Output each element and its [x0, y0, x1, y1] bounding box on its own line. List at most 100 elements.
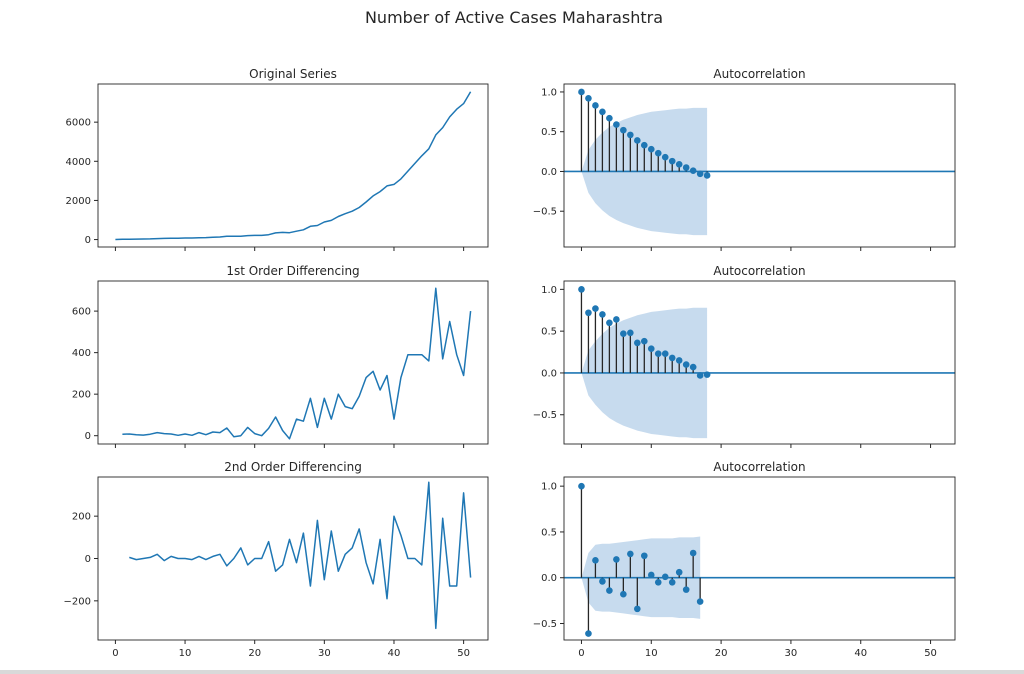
- acf-marker: [592, 102, 599, 109]
- y-tick-label: 600: [72, 307, 91, 318]
- plot-area: [564, 482, 955, 637]
- acf-marker: [640, 337, 648, 345]
- acf-marker: [585, 630, 592, 637]
- plot-area: [129, 481, 472, 630]
- acf-marker: [689, 363, 697, 371]
- acf-marker: [592, 305, 599, 312]
- y-tick-label: 200: [72, 512, 91, 523]
- acf-marker: [613, 121, 620, 128]
- x-tick-label: 40: [854, 648, 867, 659]
- acf-marker: [578, 286, 585, 293]
- y-tick-label: 0: [85, 431, 91, 442]
- acf-marker: [696, 372, 704, 379]
- axes-frame: [563, 83, 956, 248]
- y-tick-label: 0.0: [541, 368, 557, 379]
- y-tick-label: 0: [85, 554, 91, 565]
- acf-marker: [682, 164, 690, 171]
- acf-marker: [599, 108, 606, 116]
- plot-area: [122, 287, 472, 440]
- x-tick-label: 50: [457, 648, 470, 659]
- acf-marker: [599, 311, 606, 318]
- series-line: [129, 481, 472, 630]
- window-bottom-edge: [0, 670, 1024, 674]
- acf-marker: [627, 131, 634, 139]
- y-tick-label: 0.5: [541, 327, 557, 338]
- acf-marker: [606, 587, 613, 594]
- acf-marker: [627, 329, 634, 337]
- acf-marker: [592, 557, 599, 564]
- subplot-original: Original Series 0 2000 4000 6000: [66, 67, 489, 251]
- y-tick-label: 1.0: [541, 285, 557, 296]
- axes-frame: [563, 280, 956, 445]
- y-tick-label: 4000: [66, 157, 91, 168]
- acf-marker: [654, 350, 662, 358]
- y-tick-label: 0.0: [541, 573, 557, 584]
- acf-marker: [620, 330, 627, 337]
- acf-marker: [696, 598, 704, 605]
- x-tick-label: 30: [318, 648, 331, 659]
- acf-marker: [606, 114, 613, 122]
- acf-marker: [606, 319, 613, 327]
- acf-marker: [675, 568, 683, 576]
- plot-area: [564, 88, 955, 236]
- subplot-second-diff: 2nd Order Differencing −200 0 200 0 10 20 30 40 5…: [64, 460, 489, 659]
- acf-marker: [703, 371, 711, 378]
- acf-marker: [634, 605, 641, 613]
- acf-marker: [654, 149, 662, 157]
- acf-marker: [647, 571, 655, 579]
- acf-marker: [634, 339, 641, 347]
- series-line: [115, 91, 472, 241]
- subplot-title: 2nd Order Differencing: [224, 460, 362, 474]
- y-tick-label: −0.5: [533, 410, 557, 421]
- x-tick-label: 50: [924, 648, 937, 659]
- y-tick-label: 400: [72, 348, 91, 359]
- acf-marker: [620, 126, 627, 134]
- acf-marker: [634, 137, 641, 144]
- axes-frame: [97, 476, 489, 641]
- axes-frame: [97, 280, 489, 445]
- x-tick-label: 40: [388, 648, 401, 659]
- y-tick-label: −200: [64, 596, 91, 607]
- y-tick-label: 1.0: [541, 482, 557, 493]
- plot-area: [564, 286, 955, 439]
- acf-marker: [682, 361, 690, 368]
- plot-area: [115, 91, 472, 241]
- x-tick-label: 0: [578, 648, 584, 659]
- acf-marker: [682, 586, 690, 593]
- subplot-acf-first-diff: Autocorrelation −0.5 0.0 0.5 1.0: [533, 264, 956, 448]
- y-tick-label: −0.5: [533, 619, 557, 630]
- acf-marker: [696, 170, 704, 178]
- figure-title: Number of Active Cases Maharashtra: [365, 8, 663, 27]
- subplot-acf-original: Autocorrelation −0.5 0.0 0.5 1.0: [533, 67, 956, 251]
- series-line: [122, 287, 472, 440]
- acf-marker: [654, 579, 662, 586]
- y-tick-label: 2000: [66, 196, 91, 207]
- acf-marker: [613, 316, 620, 323]
- acf-marker: [668, 579, 676, 586]
- acf-marker: [661, 573, 669, 581]
- subplot-first-diff: 1st Order Differencing 0 200 400 600: [72, 264, 489, 448]
- acf-marker: [613, 556, 620, 563]
- acf-marker: [689, 549, 697, 557]
- subplot-title: Autocorrelation: [713, 460, 805, 474]
- acf-marker: [661, 350, 669, 358]
- y-tick-label: −0.5: [533, 207, 557, 218]
- acf-marker: [675, 357, 683, 364]
- acf-marker: [640, 552, 648, 560]
- acf-marker: [668, 354, 676, 362]
- acf-marker: [689, 167, 697, 174]
- y-tick-label: 200: [72, 390, 91, 401]
- y-tick-label: 0: [85, 235, 91, 246]
- y-tick-label: 1.0: [541, 87, 557, 98]
- acf-marker: [599, 578, 606, 585]
- x-tick-label: 0: [112, 648, 118, 659]
- axes-frame: [97, 83, 489, 248]
- subplot-acf-second-diff: Autocorrelation −0.5 0.0 0.5 1.0 0 10 20 30 40 50: [533, 460, 956, 659]
- acf-marker: [647, 145, 655, 153]
- subplot-title: Original Series: [249, 67, 337, 81]
- x-tick-label: 10: [645, 648, 658, 659]
- axes-frame: [563, 476, 956, 641]
- acf-marker: [578, 482, 585, 490]
- acf-marker: [627, 550, 634, 558]
